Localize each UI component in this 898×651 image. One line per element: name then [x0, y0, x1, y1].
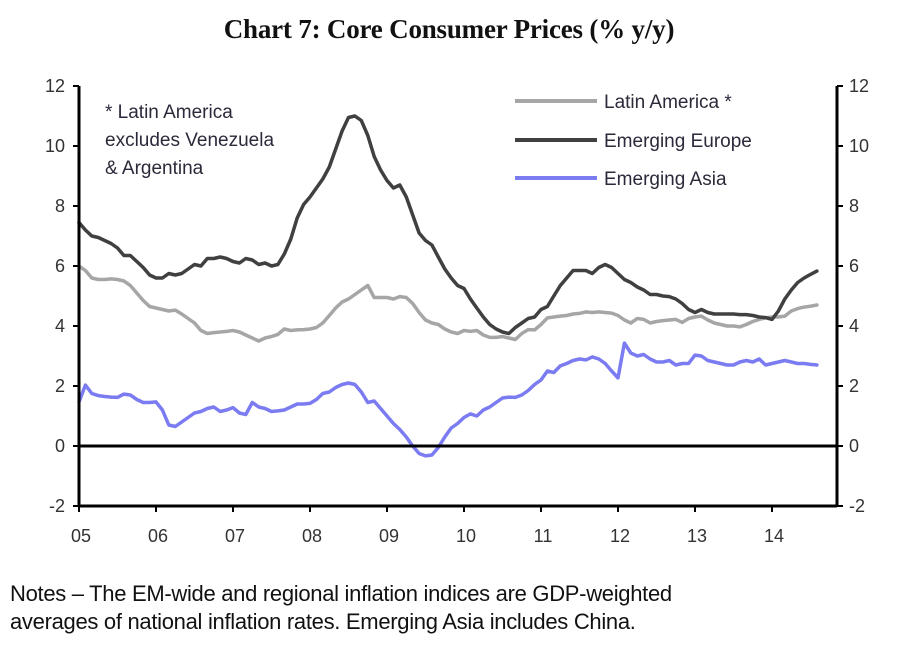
- chart-notes: Notes – The EM-wide and regional inflati…: [10, 580, 895, 636]
- annotation-note: * Latin America excludes Venezuela & Arg…: [105, 102, 274, 179]
- series-line-emerging-europe: [77, 114, 819, 336]
- right-y-tick-label: 12: [849, 76, 869, 96]
- right-y-tick-label: 6: [849, 256, 859, 276]
- annotation-line-3: & Argentina: [105, 158, 204, 179]
- x-tick-label: 06: [148, 526, 168, 546]
- x-tick-label: 09: [379, 526, 399, 546]
- left-y-tick-label: 6: [55, 256, 65, 276]
- notes-line-2: averages of national inflation rates. Em…: [10, 609, 636, 634]
- x-tick-label: 07: [225, 526, 245, 546]
- legend-label-emerging-asia: Emerging Asia: [604, 169, 727, 190]
- annotation-line-2: excludes Venezuela: [105, 130, 274, 151]
- left-y-tick-label: 0: [55, 436, 65, 456]
- legend-label-emerging-europe: Emerging Europe: [604, 131, 752, 152]
- left-y-tick-label: 10: [45, 136, 65, 156]
- right-y-tick-label: 4: [849, 316, 859, 336]
- x-tick-label: 05: [71, 526, 91, 546]
- annotation-line-1: * Latin America: [105, 102, 233, 123]
- notes-line-1: Notes – The EM-wide and regional inflati…: [10, 581, 672, 606]
- right-y-tick-label: 10: [849, 136, 869, 156]
- left-y-tick-label: 12: [45, 76, 65, 96]
- left-y-tick-label: 4: [55, 316, 65, 336]
- chart-title: Chart 7: Core Consumer Prices (% y/y): [223, 14, 675, 44]
- right-y-tick-label: -2: [849, 496, 865, 516]
- left-y-tick-label: 8: [55, 196, 65, 216]
- series-line-latin-america: [77, 264, 819, 343]
- series-layer: [77, 114, 819, 458]
- x-tick-label: 14: [764, 526, 784, 546]
- axes-layer: -2 -2 0 0 2 2 4 4 6 6 8 8 10 10 12 12 05 06 07 08 09 10 11 12 13…: [45, 76, 869, 546]
- right-y-tick-label: 8: [849, 196, 859, 216]
- x-tick-label: 13: [687, 526, 707, 546]
- legend: Latin America * Emerging Europe Emerging…: [515, 92, 752, 190]
- x-tick-label: 12: [610, 526, 630, 546]
- right-y-tick-label: 2: [849, 376, 859, 396]
- legend-label-latin-america: Latin America *: [604, 92, 732, 113]
- right-y-tick-label: 0: [849, 436, 859, 456]
- x-tick-label: 11: [534, 526, 553, 546]
- legend-item-emerging-asia: Emerging Asia: [515, 169, 727, 190]
- left-y-tick-label: 2: [55, 376, 65, 396]
- series-line-emerging-asia: [77, 341, 819, 458]
- legend-item-emerging-europe: Emerging Europe: [515, 131, 752, 152]
- x-tick-label: 08: [302, 526, 322, 546]
- x-tick-label: 10: [456, 526, 476, 546]
- legend-item-latin-america: Latin America *: [515, 92, 732, 113]
- left-y-tick-label: -2: [49, 496, 65, 516]
